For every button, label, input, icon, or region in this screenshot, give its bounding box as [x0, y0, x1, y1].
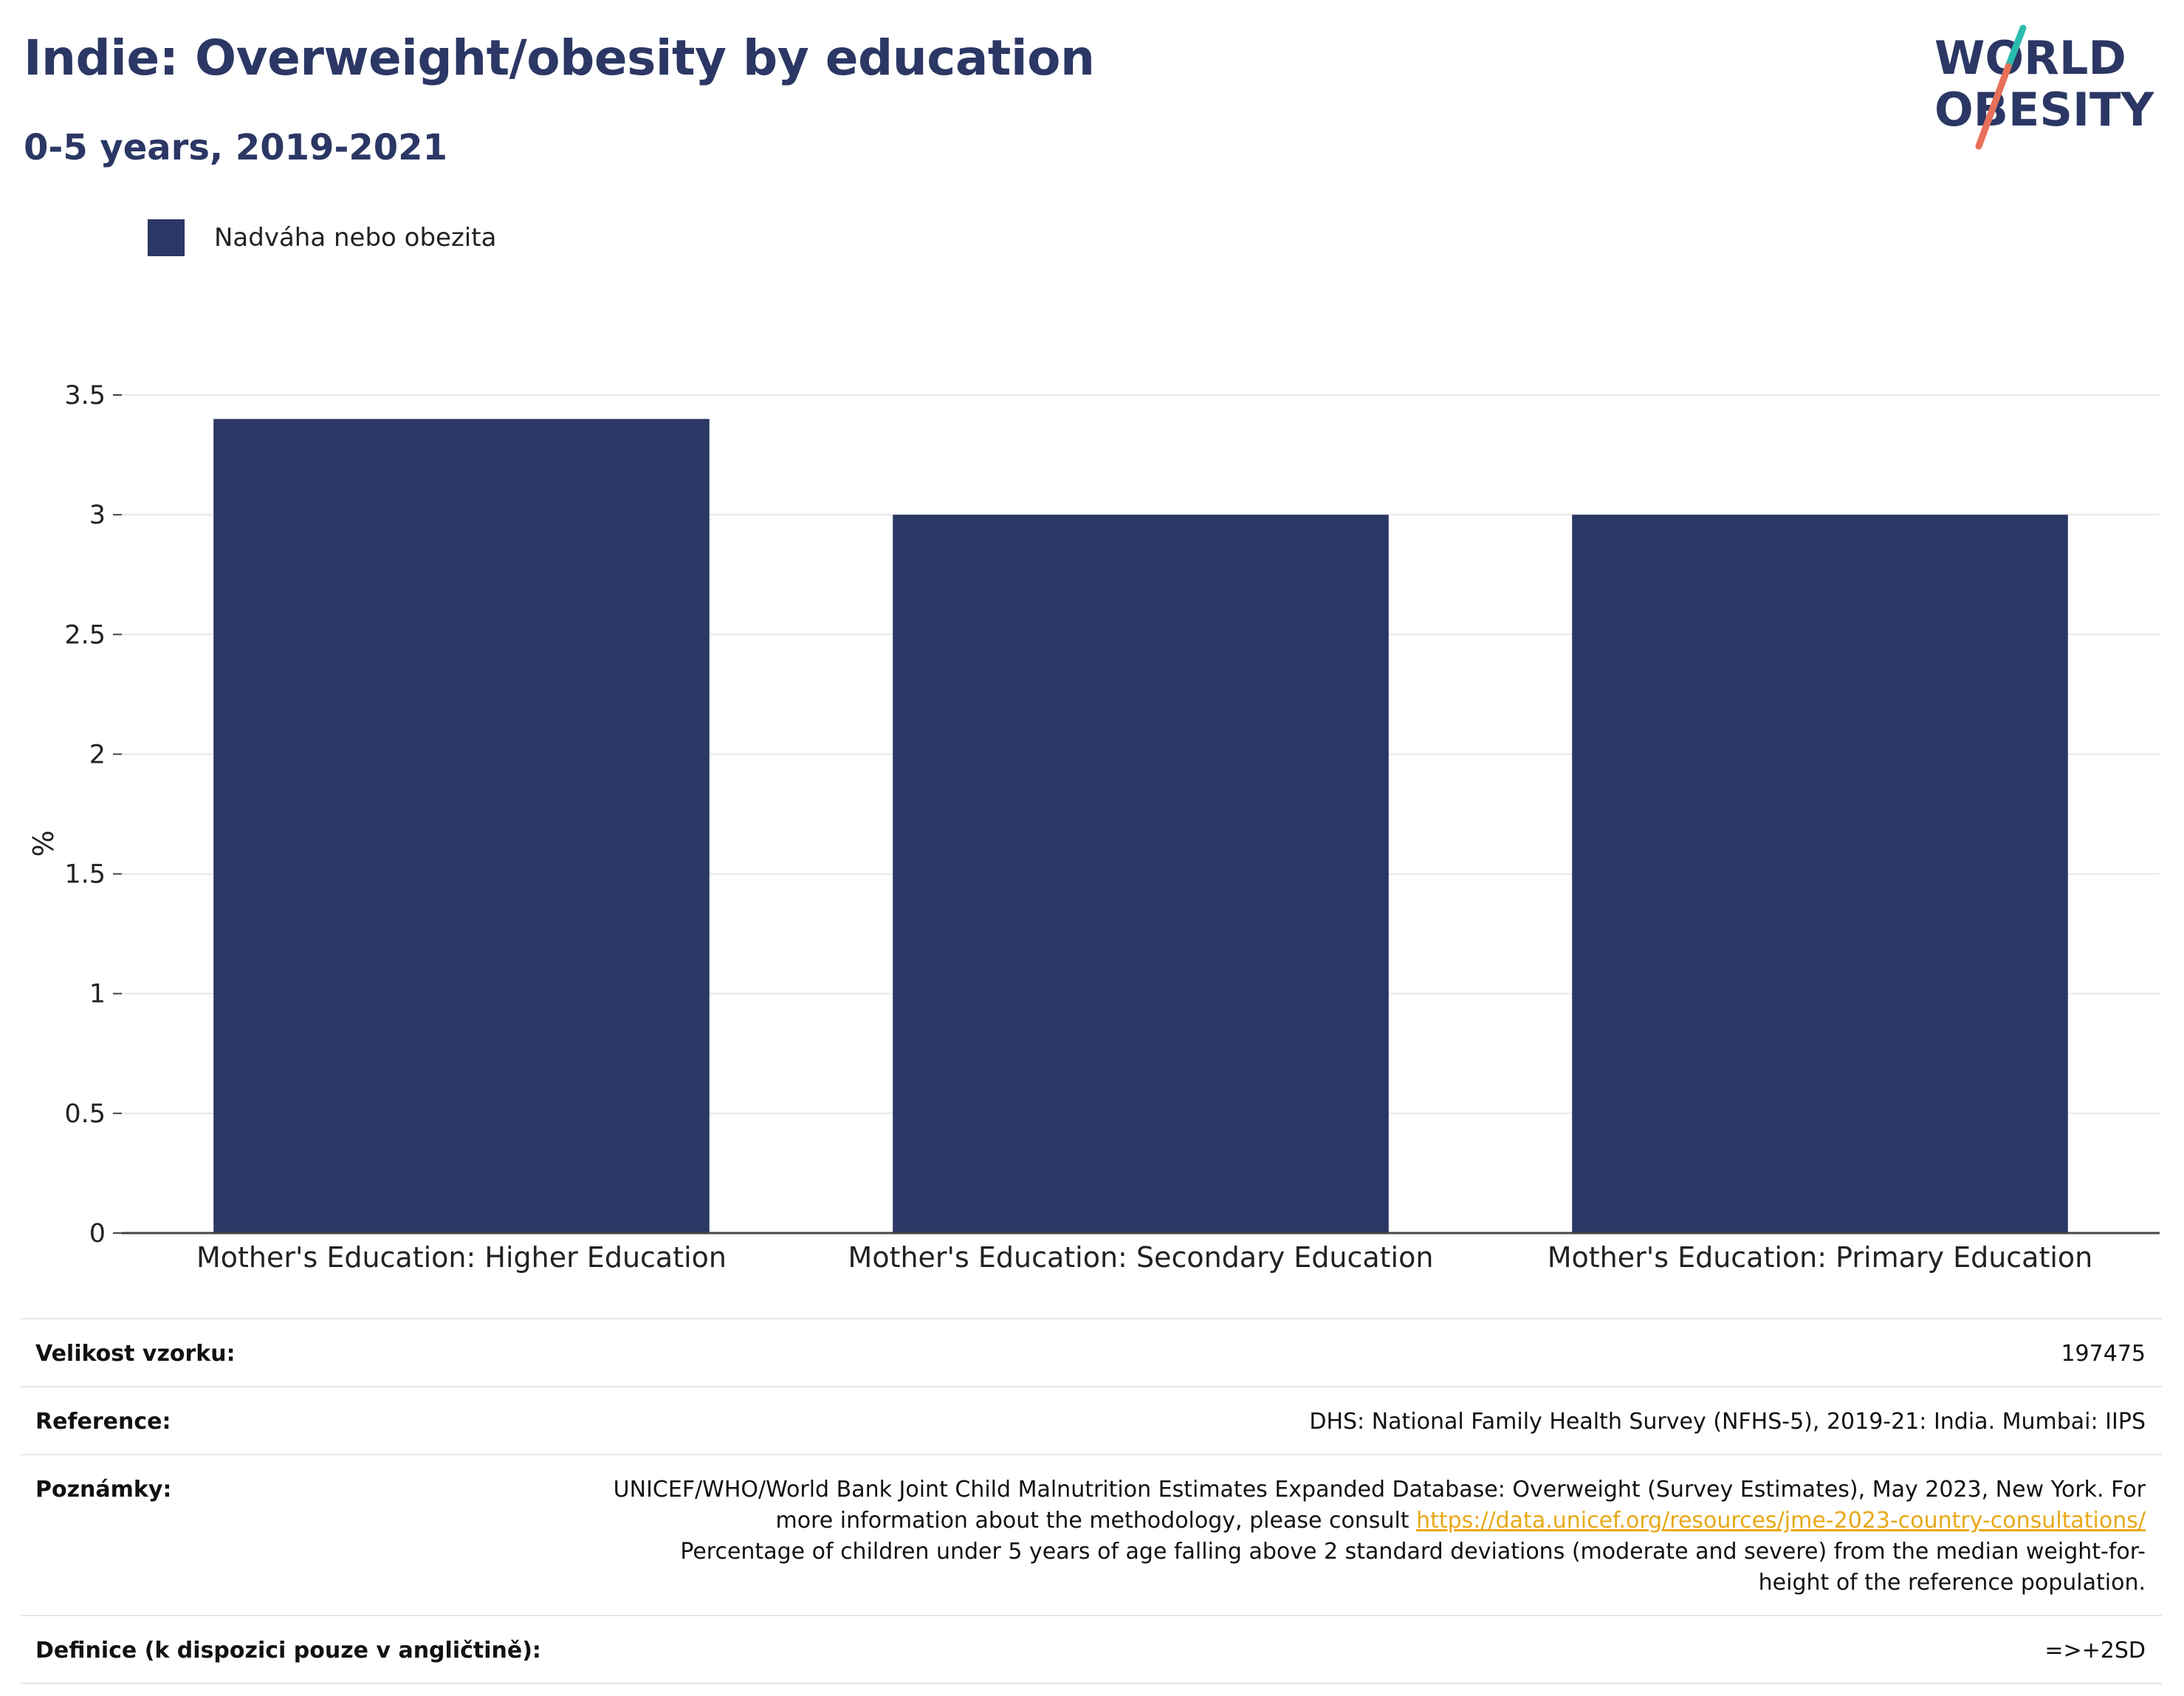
y-tick-label: 2	[89, 740, 106, 769]
logo-word-obesity: OBESITY	[1934, 83, 2154, 137]
logo-slash-coral	[1975, 63, 2012, 150]
info-row-reference: Reference: DHS: National Family Health S…	[21, 1387, 2162, 1455]
world-obesity-logo: WORLD OBESITY	[1934, 24, 2154, 150]
axes: 0 0.5 1 1.5 2 2.5 3 3.5 Mother's Education: High…	[27, 381, 2160, 1274]
y-tick-label: 3.5	[64, 381, 106, 411]
notes-text-1: UNICEF/WHO/World Bank Joint Child Malnut…	[613, 1477, 2146, 1534]
legend-label: Nadváha nebo obezita	[214, 223, 497, 253]
x-category-label: Mother's Education: Higher Education	[196, 1241, 727, 1274]
bars	[213, 419, 2068, 1233]
legend[interactable]: Nadváha nebo obezita	[148, 219, 496, 257]
y-tick-label: 0.5	[64, 1099, 106, 1129]
y-tick-label: 3	[89, 501, 106, 530]
y-tick-label: 1	[89, 980, 106, 1009]
bar[interactable]	[1572, 515, 2068, 1233]
info-row-definition: Definice (k dispozici pouze v angličtině…	[21, 1616, 2162, 1684]
reference-key: Reference:	[35, 1409, 171, 1435]
sample-size-key: Velikost vzorku:	[35, 1341, 236, 1367]
notes-text-2: Percentage of children under 5 years of …	[680, 1539, 2146, 1596]
reference-value: DHS: National Family Health Survey (NFHS…	[1309, 1409, 2146, 1435]
x-category-label: Mother's Education: Secondary Education	[848, 1241, 1434, 1274]
notes-link[interactable]: https://data.unicef.org/resources/jme-20…	[1416, 1508, 2146, 1534]
logo-word-world: WORLD	[1934, 31, 2126, 85]
chart-title: Indie: Overweight/obesity by education	[24, 30, 1095, 86]
y-axis-label: %	[27, 830, 60, 856]
info-row-notes: Poznámky: UNICEF/WHO/World Bank Joint Ch…	[21, 1455, 2162, 1616]
chart-subtitle: 0-5 years, 2019-2021	[24, 127, 447, 168]
notes-value: UNICEF/WHO/World Bank Joint Child Malnut…	[610, 1474, 2146, 1599]
info-row-sample-size: Velikost vzorku: 197475	[21, 1319, 2162, 1387]
bar-chart: 0 0.5 1 1.5 2 2.5 3 3.5 Mother's Education: High…	[27, 381, 2160, 1274]
y-tick-label: 0	[89, 1219, 106, 1249]
bar[interactable]	[893, 515, 1389, 1233]
legend-swatch	[148, 219, 185, 256]
info-table: Velikost vzorku: 197475 Reference: DHS: …	[21, 1318, 2162, 1684]
y-tick-label: 2.5	[64, 620, 106, 650]
logo-slash-teal	[2005, 24, 2027, 70]
x-category-label: Mother's Education: Primary Education	[1548, 1241, 2093, 1274]
definition-key: Definice (k dispozici pouze v angličtině…	[35, 1638, 541, 1664]
bar[interactable]	[213, 419, 710, 1233]
notes-key: Poznámky:	[35, 1477, 172, 1503]
sample-size-value: 197475	[2061, 1341, 2146, 1367]
y-tick-label: 1.5	[64, 860, 106, 890]
definition-value: =>+2SD	[2044, 1638, 2146, 1664]
